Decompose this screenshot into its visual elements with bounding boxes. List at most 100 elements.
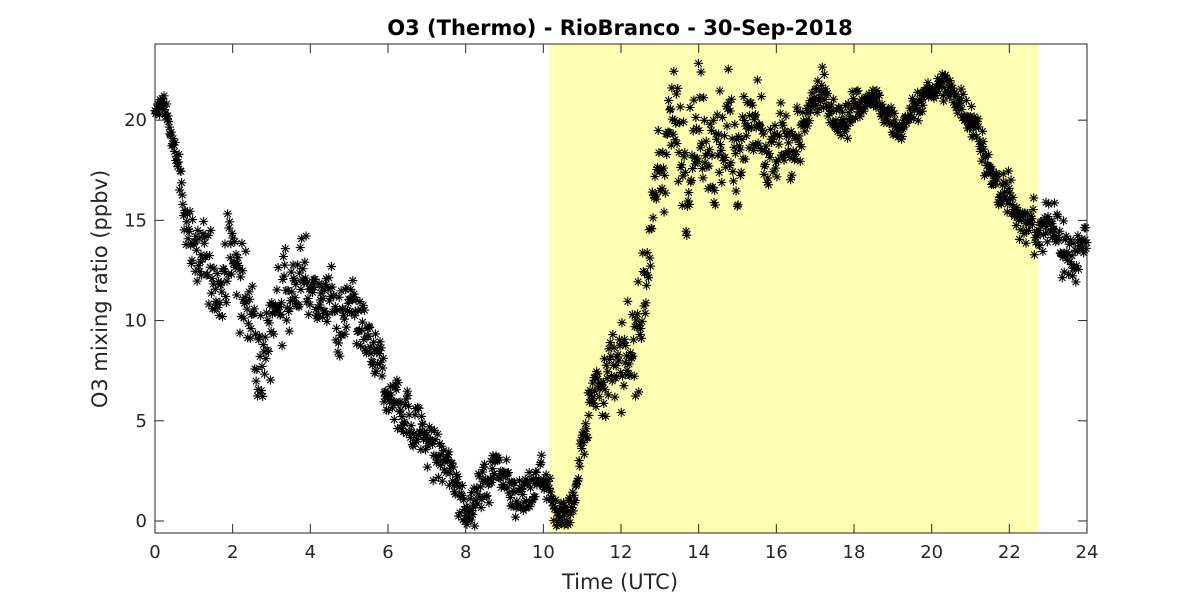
data-point xyxy=(258,340,268,350)
data-point xyxy=(763,180,774,190)
data-point xyxy=(188,215,198,225)
data-point xyxy=(640,308,650,319)
data-point xyxy=(252,364,262,375)
data-point xyxy=(664,95,674,106)
data-point xyxy=(170,137,180,147)
data-point xyxy=(400,419,410,429)
data-point xyxy=(874,90,884,101)
x-tick-label: 4 xyxy=(305,542,316,563)
data-point xyxy=(1049,198,1060,208)
data-point xyxy=(673,83,683,93)
data-point xyxy=(641,298,651,308)
data-point xyxy=(177,190,187,200)
data-point xyxy=(305,300,315,310)
data-point xyxy=(510,512,521,522)
data-point xyxy=(224,223,234,233)
data-point xyxy=(428,476,438,486)
data-point xyxy=(366,349,376,359)
data-point xyxy=(166,127,176,137)
data-point xyxy=(352,339,362,349)
data-point xyxy=(680,148,690,158)
data-point xyxy=(348,275,358,286)
y-axis-ticks: 0 5 10 15 20 xyxy=(124,110,1087,532)
data-point xyxy=(184,226,194,236)
data-point xyxy=(714,167,724,178)
data-point xyxy=(503,467,514,478)
data-point xyxy=(351,295,361,305)
data-point xyxy=(616,407,626,418)
data-point xyxy=(817,62,827,72)
data-point xyxy=(340,329,350,339)
data-point xyxy=(536,450,547,460)
data-point xyxy=(1033,231,1043,241)
data-point xyxy=(1047,219,1057,229)
data-point xyxy=(237,238,247,248)
data-point xyxy=(1014,234,1025,244)
data-point xyxy=(206,225,216,236)
data-point xyxy=(605,337,615,348)
data-point xyxy=(662,149,672,160)
data-point xyxy=(819,69,829,80)
data-point xyxy=(1073,264,1084,275)
data-point xyxy=(389,414,399,425)
data-point xyxy=(247,281,257,291)
data-point xyxy=(433,429,443,439)
data-point xyxy=(326,262,336,272)
data-point xyxy=(704,161,714,171)
data-point xyxy=(245,333,255,343)
data-point xyxy=(194,234,204,244)
data-point xyxy=(853,86,863,96)
data-point xyxy=(468,509,478,520)
data-point xyxy=(897,131,907,142)
y-tick-label: 10 xyxy=(124,311,147,332)
data-point xyxy=(378,353,388,363)
data-point xyxy=(672,138,682,149)
data-point xyxy=(470,521,480,531)
data-point xyxy=(453,472,463,482)
data-point xyxy=(230,237,240,247)
data-point xyxy=(185,206,195,216)
data-point xyxy=(203,230,213,240)
data-point xyxy=(272,285,282,295)
data-point xyxy=(913,116,923,126)
data-point xyxy=(737,134,747,144)
data-point xyxy=(250,329,261,339)
data-point xyxy=(765,152,775,163)
data-point xyxy=(212,268,222,279)
data-point xyxy=(178,199,188,210)
data-point xyxy=(303,293,313,303)
data-point xyxy=(974,122,984,132)
data-point xyxy=(669,66,679,76)
data-point xyxy=(670,135,680,145)
data-point xyxy=(733,200,743,210)
data-point xyxy=(795,156,805,166)
data-point xyxy=(667,83,677,93)
data-point xyxy=(447,458,457,468)
data-point xyxy=(551,495,561,505)
x-tick-label: 2 xyxy=(227,542,238,563)
data-point xyxy=(339,314,349,324)
data-point xyxy=(707,151,717,161)
data-point xyxy=(403,401,414,411)
data-point xyxy=(1041,197,1051,207)
data-point xyxy=(735,145,745,155)
data-point xyxy=(322,316,332,327)
data-point xyxy=(770,121,780,131)
data-point xyxy=(717,112,728,122)
data-point xyxy=(614,356,624,366)
data-point xyxy=(732,201,742,211)
data-point xyxy=(917,106,927,116)
data-point xyxy=(375,337,385,347)
data-point xyxy=(983,150,993,160)
data-point xyxy=(584,410,594,420)
data-point xyxy=(629,335,639,345)
y-tick-label: 5 xyxy=(136,411,147,432)
data-point xyxy=(611,361,621,371)
data-point xyxy=(457,480,467,491)
data-point xyxy=(696,67,706,77)
data-point xyxy=(722,121,732,131)
data-point xyxy=(410,410,420,420)
data-point xyxy=(715,86,725,96)
data-point xyxy=(610,392,620,402)
data-point xyxy=(221,291,231,302)
